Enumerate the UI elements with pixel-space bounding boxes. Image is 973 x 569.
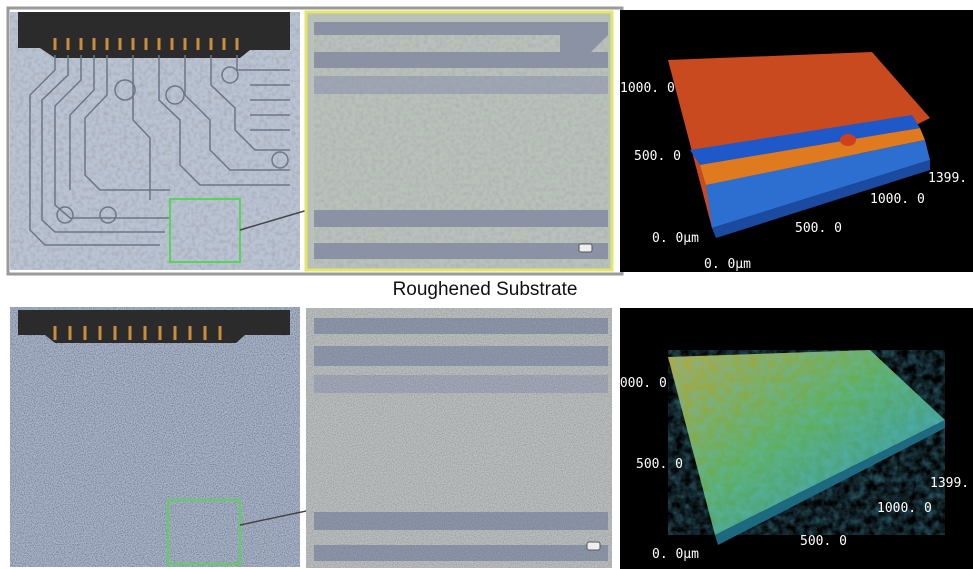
axis-label: 500. 0 bbox=[795, 221, 842, 236]
axis-label: 500. 0 bbox=[800, 534, 847, 549]
micro-image bbox=[306, 12, 612, 270]
axis-label: 1000. 0 bbox=[612, 376, 667, 391]
surface-plot bbox=[620, 308, 973, 569]
figure: Roughened Substrate 1000. 0 500. 0 0. 0μm 0… bbox=[0, 0, 973, 569]
axis-label: 1399. bbox=[930, 476, 969, 491]
chip-image bbox=[10, 307, 338, 567]
axis-label: 0. 0μm bbox=[652, 231, 699, 246]
axis-label: 500. 0 bbox=[634, 149, 681, 164]
axis-label: 1399. 7 bbox=[928, 171, 973, 186]
axis-label: 500. 0 bbox=[636, 457, 683, 472]
axis-label: 0. 0μm bbox=[704, 257, 751, 272]
axis-label: 1000. 0 bbox=[620, 81, 675, 96]
axis-label: 1000. 0 bbox=[870, 192, 925, 207]
caption: Roughened Substrate bbox=[393, 279, 578, 300]
axis-label: 1000. 0 bbox=[877, 501, 932, 516]
micro-image bbox=[306, 308, 612, 568]
axis-label: 0. 0μm bbox=[652, 547, 699, 562]
